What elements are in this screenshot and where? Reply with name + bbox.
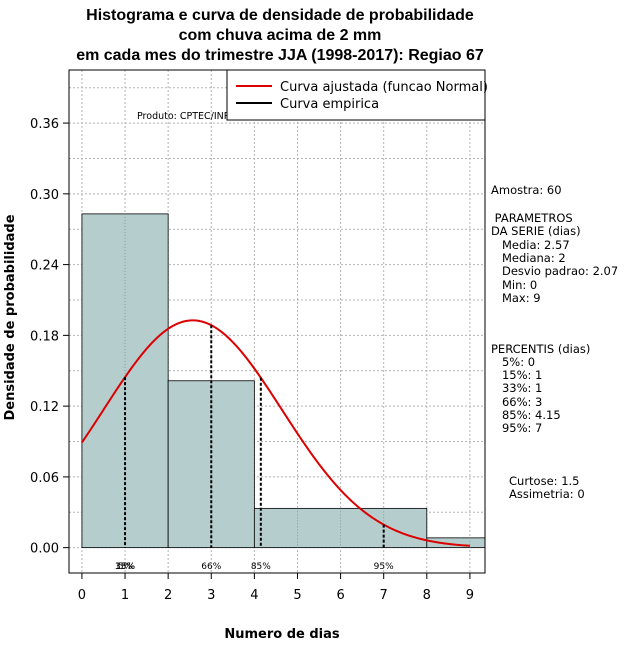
stats-percentiles-title: PERCENTIS (dias) [491, 342, 591, 356]
x-tick-label-6: 6 [336, 588, 344, 603]
legend: Curva ajustada (funcao Normal) Curva empi… [226, 69, 488, 121]
x-tick-label-0: 0 [78, 588, 86, 603]
stats-shape: Curtose: 1.5 Assimetria: 0 [509, 474, 585, 502]
y-tick-label-1: 0.06 [30, 471, 59, 486]
percentile-label-2: 33% [115, 562, 135, 572]
y-tick-label-6: 0.36 [30, 117, 59, 132]
histogram-bar-0 [81, 213, 169, 549]
percentile-label-5: 95% [374, 562, 394, 572]
normal-fit-curve [81, 319, 470, 547]
x-tick-label-5: 5 [293, 588, 301, 603]
x-tick-label-4: 4 [250, 588, 258, 603]
y-tick-label-0: 0.00 [30, 542, 59, 557]
percentile-label-1: 15% [115, 562, 135, 572]
chart-title-line-3: em cada mes do trimestre JJA (1998-2017)… [76, 47, 484, 64]
x-tick-label-9: 9 [466, 588, 474, 603]
legend-box [226, 69, 486, 121]
x-tick-label-7: 7 [380, 588, 388, 603]
y-tick-label-4: 0.24 [30, 259, 59, 274]
chart-title-line-1: Histograma e curva de densidade de proba… [86, 7, 474, 24]
percentile-label-3: 66% [201, 562, 221, 572]
y-tick-label-3: 0.18 [30, 329, 59, 344]
x-tick-label-1: 1 [121, 588, 129, 603]
product-label: Produto: CPTEC/INPE [137, 111, 236, 122]
x-axis-label: Numero de dias [224, 627, 340, 642]
y-tick-label-2: 0.12 [30, 400, 59, 415]
stats-params-title: PARAMETROS DA SERIE (dias) [491, 211, 581, 239]
y-tick-label-5: 0.30 [30, 188, 59, 203]
y-axis-label: Densidade de probabilidade [3, 214, 18, 420]
stats-percentiles-values: 5%: 0 15%: 1 33%: 1 66%: 3 85%: 4.15 95%… [501, 355, 561, 436]
percentile-label-0: 5% [118, 562, 133, 572]
legend-label-0: Curva ajustada (funcao Normal) [280, 80, 488, 95]
chart-title-line-2: com chuva acima de 2 mm [178, 27, 382, 44]
x-tick-label-3: 3 [207, 588, 215, 603]
x-tick-label-2: 2 [164, 588, 172, 603]
stats-sample-size: Amostra: 60 [491, 183, 562, 197]
legend-label-1: Curva empirica [280, 97, 379, 112]
x-tick-label-8: 8 [423, 588, 431, 603]
percentile-label-4: 85% [251, 562, 271, 572]
stats-params-values: Media: 2.57 Mediana: 2 Desvio padrao: 2.… [501, 238, 619, 305]
